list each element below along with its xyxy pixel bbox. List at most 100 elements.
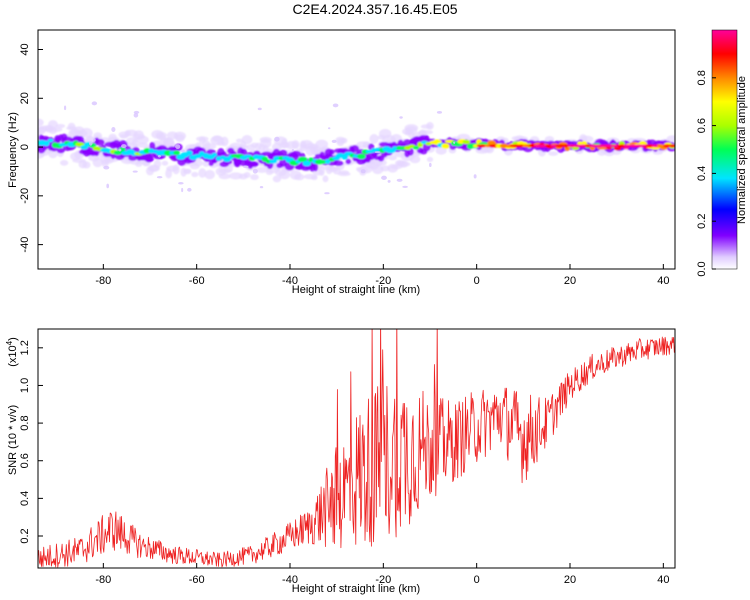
heatmap-cell [333,160,344,167]
heatmap-cell [376,159,387,166]
colorbar-tick-label: 0.6 [696,118,708,133]
heatmap-cell [86,135,94,143]
heatmap-cell [259,136,272,143]
y-tick-label: 0.4 [19,491,31,506]
heatmap-cell [332,103,339,108]
heatmap-cell [173,131,187,141]
heatmap-cell [185,150,193,156]
heatmap-cell [180,149,185,152]
heatmap-cell [290,150,302,158]
x-tick-label: 40 [657,574,669,586]
y-tick-label: -40 [19,237,31,253]
heatmap-cell [329,149,335,155]
heatmap-cell [272,175,282,183]
heatmap-cell [80,127,93,138]
heatmap-cell [178,181,184,185]
snr-series-line [38,329,675,568]
heatmap-cell [580,135,594,143]
heatmap-cell [405,126,418,135]
heatmap-cell [173,150,180,156]
heatmap-cell [539,144,548,148]
x-tick-label: -40 [282,275,298,287]
heatmap-cell [91,101,98,106]
y-tick-label: 0.2 [19,528,31,543]
x-tick-label: -20 [375,574,391,586]
heatmap-cell [47,138,54,143]
heatmap-cell [161,160,169,166]
colorbar-tick-label: 0.0 [696,261,708,276]
snr-y-ticks: 0.2 0.4 0.6 0.8 1.0 1.2 [19,340,43,544]
heatmap-cell [202,160,210,167]
heatmap-cell [196,136,209,142]
heatmap-cell [337,172,351,177]
heatmap-cell [402,185,408,188]
heatmap-cell [387,179,391,183]
heatmap-cell [175,144,181,150]
colorbar-tick-label: 0.8 [696,70,708,85]
heatmap-cell [111,127,116,132]
heatmap-cell [369,134,379,144]
heatmap-cell [48,120,58,129]
heatmap-cell [269,159,278,164]
heatmap-cell [313,162,319,172]
heatmap-cell [235,138,244,143]
heatmap-cell [133,110,140,114]
heatmap-cell [50,127,63,132]
heatmap-cell [350,145,360,153]
heatmap-cell [657,144,666,148]
heatmap-cell [155,131,167,139]
heatmap-cell [396,178,403,182]
heatmap-cell [345,158,352,165]
heatmap-cell [187,187,192,192]
colorbar-ticks: 0.0 0.2 0.4 0.6 0.8 [696,70,716,277]
heatmap-cell [136,135,149,145]
heatmap-cell [297,156,308,163]
y-tick-label: 0 [19,144,31,150]
snr-x-ticks: -80 -60 -40 -20 0 20 40 [95,563,669,586]
heatmap-cell [488,144,499,148]
heatmap-cell [372,164,384,175]
y-tick-label: 0.8 [19,415,31,430]
heatmap-cell [392,146,398,151]
x-tick-label: 0 [474,275,480,287]
heatmap-cell [89,141,93,146]
snr-y-label: SNR (10 * v/v) [7,405,19,475]
heatmap-cell [242,165,249,168]
heatmap-cell [419,129,434,135]
y-tick-label: 1.0 [19,378,31,393]
spectrogram-x-label: Height of straight line (km) [292,284,420,296]
heatmap-cell [426,156,434,163]
heatmap-cell [113,150,123,155]
snr-x-label: Height of straight line (km) [292,583,420,595]
heatmap-cell [441,143,450,149]
heatmap-cell [195,142,202,148]
x-tick-label: -20 [375,275,391,287]
heatmap-cell [255,167,269,173]
heatmap-cell [194,159,204,167]
x-tick-label: -80 [95,574,111,586]
x-tick-label: 0 [474,574,480,586]
snr-y-scale-label: (x104) [5,337,19,367]
heatmap-cell [93,132,103,140]
heatmap-cell [38,118,44,127]
heatmap-cell [341,154,349,160]
heatmap-cell [220,136,229,147]
heatmap-cell [412,145,420,150]
heatmap-cell [133,112,139,118]
heatmap-cell [203,143,217,150]
heatmap-cell [95,139,105,146]
heatmap-cell [409,155,421,164]
heatmap-cell [324,192,330,195]
y-tick-label: 40 [19,43,31,55]
x-tick-label: 20 [564,275,576,287]
heatmap-cell [183,168,192,174]
y-tick-label: -20 [19,188,31,204]
heatmap-cell [381,175,387,180]
heatmap-cell [55,123,66,129]
heatmap-cell [388,155,397,161]
heatmap-cell [249,161,259,167]
heatmap-cell [327,127,331,130]
x-tick-label: -80 [95,275,111,287]
heatmap-cell [43,140,50,147]
heatmap-cell [453,141,456,145]
